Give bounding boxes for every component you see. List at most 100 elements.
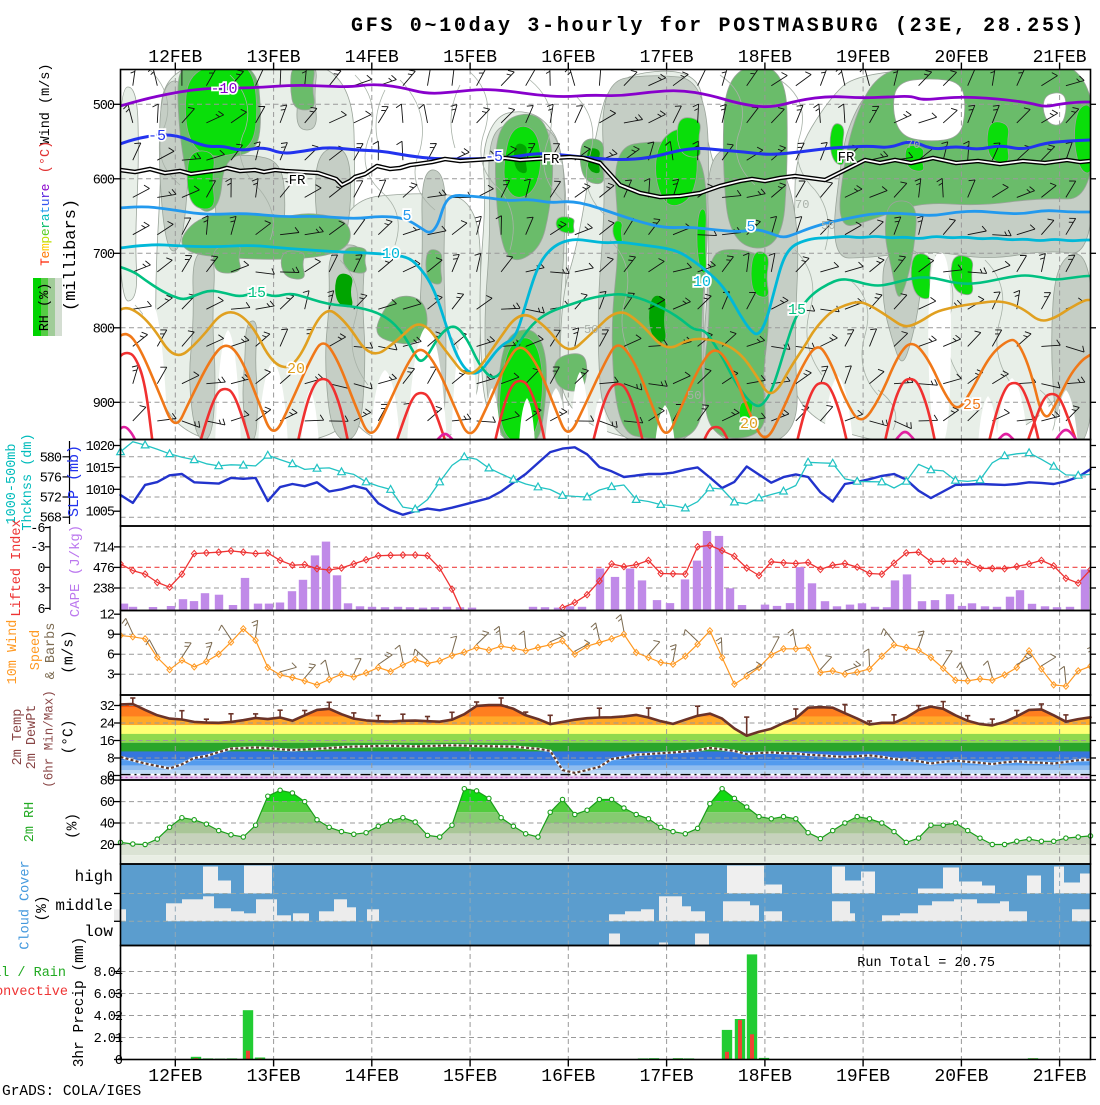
svg-text:20: 20 [100, 839, 115, 854]
svg-text:1000-500mb: 1000-500mb [5, 443, 20, 524]
svg-text:20FEB: 20FEB [934, 48, 988, 68]
svg-text:e: e [38, 228, 53, 236]
svg-text:17FEB: 17FEB [640, 48, 694, 68]
svg-text:RH (%): RH (%) [38, 283, 53, 332]
svg-text:13FEB: 13FEB [247, 1067, 301, 1087]
svg-text:21FEB: 21FEB [1033, 1067, 1087, 1087]
svg-text:FR: FR [543, 152, 560, 168]
svg-text:15FEB: 15FEB [443, 1067, 497, 1087]
svg-text:r: r [38, 191, 53, 199]
svg-text:0: 0 [107, 770, 115, 785]
svg-text:10: 10 [693, 274, 711, 291]
svg-text:u: u [38, 198, 53, 206]
svg-text:40: 40 [100, 818, 115, 833]
svg-text:10: 10 [382, 246, 400, 263]
svg-text:-5: -5 [148, 128, 166, 145]
svg-text:0: 0 [37, 562, 45, 577]
svg-text:3: 3 [37, 582, 45, 597]
svg-text:900: 900 [93, 397, 115, 412]
svg-text:Convective: Convective [0, 985, 68, 1000]
svg-text:476: 476 [93, 562, 115, 577]
svg-text:20: 20 [287, 361, 305, 378]
svg-text:(°C): (°C) [39, 141, 54, 173]
svg-text:21FEB: 21FEB [1033, 48, 1087, 68]
svg-text:568: 568 [40, 512, 62, 527]
svg-text:14FEB: 14FEB [345, 48, 399, 68]
svg-text:50: 50 [687, 389, 701, 403]
svg-text:5: 5 [746, 219, 755, 236]
svg-text:1020: 1020 [86, 440, 115, 455]
svg-text:r: r [38, 221, 53, 229]
svg-text:(%): (%) [35, 895, 51, 921]
svg-text:13FEB: 13FEB [247, 48, 301, 68]
svg-text:15: 15 [788, 302, 806, 319]
svg-text:16: 16 [100, 735, 115, 750]
svg-text:0: 0 [115, 1054, 123, 1069]
svg-text:12FEB: 12FEB [148, 48, 202, 68]
svg-text:GFS 0~10day 3-hourly for POSTM: GFS 0~10day 3-hourly for POSTMASBURG (23… [351, 15, 1086, 38]
svg-text:a: a [38, 213, 53, 221]
svg-text:3: 3 [107, 669, 115, 684]
svg-text:60: 60 [100, 796, 115, 811]
svg-text:low: low [84, 923, 113, 941]
svg-text:Run Total = 20.75: Run Total = 20.75 [857, 956, 995, 971]
svg-text:50: 50 [821, 219, 835, 233]
svg-text:(%): (%) [66, 813, 82, 839]
svg-text:CAPE (J/kg): CAPE (J/kg) [68, 525, 84, 617]
svg-text:600: 600 [93, 173, 115, 188]
svg-text:714: 714 [93, 541, 115, 556]
svg-text:tal / Rain: tal / Rain [0, 966, 66, 981]
svg-text:Thcknss (dm): Thcknss (dm) [21, 433, 36, 530]
svg-text:(°C): (°C) [62, 720, 78, 755]
svg-text:2m Temp: 2m Temp [11, 709, 26, 766]
svg-text:4.02: 4.02 [94, 1010, 123, 1025]
svg-text:10m Wind: 10m Wind [6, 620, 21, 685]
svg-text:9: 9 [107, 629, 115, 644]
svg-text:Speed: Speed [29, 630, 44, 671]
svg-text:-3: -3 [30, 541, 45, 556]
svg-text:14FEB: 14FEB [345, 1067, 399, 1087]
svg-text:32: 32 [100, 700, 115, 715]
svg-text:high: high [75, 868, 113, 886]
svg-text:6: 6 [37, 603, 45, 618]
svg-text:18FEB: 18FEB [738, 1067, 792, 1087]
svg-text:p: p [38, 236, 53, 244]
svg-text:T: T [38, 258, 53, 266]
svg-text:middle: middle [55, 897, 113, 915]
svg-text:572: 572 [40, 492, 62, 507]
svg-text:2m RH: 2m RH [23, 802, 38, 843]
svg-text:238: 238 [93, 583, 115, 598]
svg-text:6.03: 6.03 [94, 988, 123, 1003]
svg-text:-10: -10 [210, 81, 237, 98]
svg-text:(6hr Min/Max): (6hr Min/Max) [43, 690, 57, 788]
svg-text:2m DewPt: 2m DewPt [25, 705, 40, 770]
svg-text:Lifted Index: Lifted Index [10, 519, 25, 616]
svg-text:15FEB: 15FEB [443, 48, 497, 68]
svg-text:8.04: 8.04 [94, 966, 123, 981]
svg-text:70: 70 [906, 138, 920, 152]
svg-text:e: e [38, 184, 53, 192]
svg-text:FR: FR [838, 150, 855, 166]
svg-text:70: 70 [795, 198, 809, 212]
svg-text:17FEB: 17FEB [640, 1067, 694, 1087]
svg-text:576: 576 [40, 471, 62, 486]
svg-text:3hr Precip (mm): 3hr Precip (mm) [72, 937, 88, 1068]
svg-text:1010: 1010 [86, 484, 115, 499]
svg-text:1005: 1005 [86, 506, 115, 521]
svg-text:12FEB: 12FEB [148, 1067, 202, 1087]
svg-text:800: 800 [93, 322, 115, 337]
svg-text:(millibars): (millibars) [62, 199, 81, 311]
svg-text:5: 5 [402, 208, 411, 225]
svg-text:GrADS: COLA/IGES: GrADS: COLA/IGES [2, 1084, 141, 1100]
svg-text:2.01: 2.01 [94, 1032, 123, 1047]
svg-text:12: 12 [100, 609, 115, 624]
svg-text:20FEB: 20FEB [934, 1067, 988, 1087]
svg-text:16FEB: 16FEB [541, 1067, 595, 1087]
svg-text:15: 15 [248, 285, 266, 302]
svg-text:580: 580 [40, 451, 62, 466]
svg-text:-6: -6 [30, 522, 45, 537]
svg-text:80: 80 [100, 775, 115, 790]
svg-text:19FEB: 19FEB [836, 1067, 890, 1087]
svg-text:700: 700 [93, 248, 115, 263]
svg-text:Wind (m/s): Wind (m/s) [39, 63, 54, 144]
